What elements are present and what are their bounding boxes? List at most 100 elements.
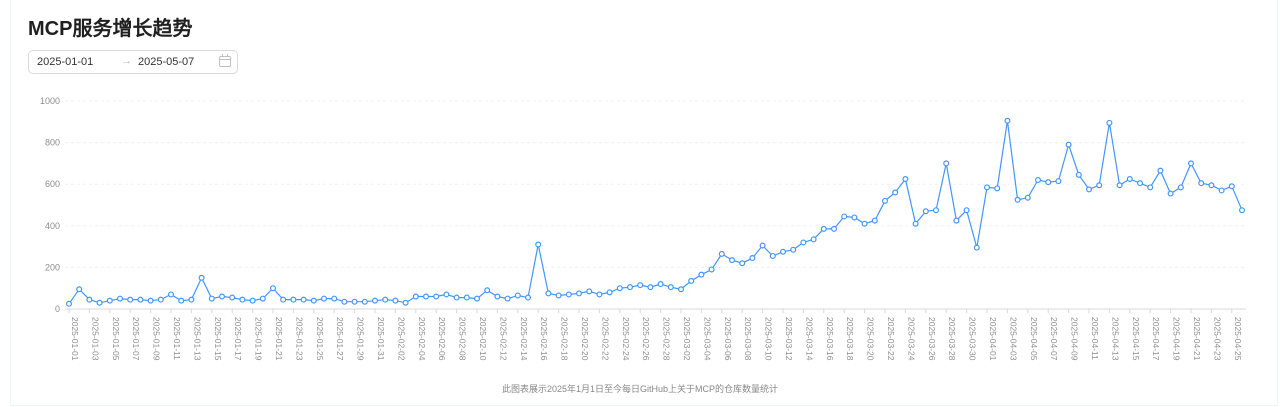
x-tick-label: 2025-02-20 (580, 317, 590, 361)
data-point (504, 295, 511, 302)
x-tick-label: 2025-03-10 (764, 317, 774, 361)
data-point (1065, 141, 1072, 148)
x-tick-label: 2025-02-26 (641, 317, 651, 361)
data-point (300, 296, 307, 303)
x-tick-label: 2025-03-30 (968, 317, 978, 361)
data-point (555, 292, 562, 299)
y-tick-label: 800 (45, 138, 60, 148)
data-point (280, 296, 287, 303)
x-tick-label: 2025-01-03 (90, 317, 100, 361)
x-tick-label: 2025-04-09 (1070, 317, 1080, 361)
data-point (1106, 119, 1113, 126)
data-point (779, 248, 786, 255)
data-point (963, 207, 970, 214)
x-tick-label: 2025-03-12 (784, 317, 794, 361)
y-tick-label: 0 (55, 304, 60, 314)
data-point (1075, 171, 1082, 178)
x-tick-label: 2025-02-22 (600, 317, 610, 361)
data-point (749, 255, 756, 262)
data-point (871, 217, 878, 224)
x-tick-label: 2025-01-13 (192, 317, 202, 361)
data-point (698, 271, 705, 278)
data-point (361, 298, 368, 305)
data-point (1218, 187, 1225, 194)
x-tick-label: 2025-04-23 (1212, 317, 1222, 361)
x-tick-label: 2025-01-11 (172, 317, 182, 360)
data-point (208, 295, 215, 302)
data-point (851, 214, 858, 221)
data-point (423, 293, 430, 300)
start-date-input[interactable]: 2025-01-01 (37, 56, 94, 68)
end-date-input[interactable]: 2025-05-07 (138, 56, 195, 68)
data-point (912, 220, 919, 227)
data-point (718, 250, 725, 257)
data-point (1096, 182, 1103, 189)
x-tick-label: 2025-02-04 (417, 317, 427, 361)
x-tick-label: 2025-02-16 (539, 317, 549, 361)
data-point (86, 296, 93, 303)
calendar-icon[interactable] (219, 54, 231, 67)
data-point (1014, 196, 1021, 203)
x-tick-label: 2025-01-01 (70, 317, 80, 361)
data-point (841, 213, 848, 220)
data-point (820, 225, 827, 232)
x-tick-label: 2025-04-01 (988, 317, 998, 361)
x-tick-label: 2025-03-28 (947, 317, 957, 361)
data-point (861, 220, 868, 227)
data-point (474, 295, 481, 302)
x-tick-label: 2025-04-19 (1172, 317, 1182, 361)
data-point (127, 296, 134, 303)
chart-card (10, 0, 1278, 406)
data-point (983, 184, 990, 191)
data-point (647, 284, 654, 291)
x-tick-label: 2025-03-02 (682, 317, 692, 361)
data-point (688, 277, 695, 284)
data-point (116, 295, 123, 302)
data-point (586, 288, 593, 295)
x-tick-label: 2025-03-18 (845, 317, 855, 361)
data-point (1228, 183, 1235, 190)
y-tick-label: 200 (45, 262, 60, 272)
data-point (677, 286, 684, 293)
data-point (943, 160, 950, 167)
y-tick-label: 600 (45, 179, 60, 189)
data-point (953, 217, 960, 224)
x-tick-label: 2025-04-21 (1192, 317, 1202, 361)
data-point (168, 291, 175, 298)
data-point (433, 293, 440, 300)
x-tick-label: 2025-01-25 (315, 317, 325, 361)
date-range-picker[interactable]: 2025-01-01 → 2025-05-07 (28, 50, 238, 74)
data-point (902, 176, 909, 183)
data-point (932, 207, 939, 214)
data-point (616, 285, 623, 292)
x-tick-label: 2025-01-05 (111, 317, 121, 361)
data-point (341, 298, 348, 305)
page-title: MCP服务增长趋势 (28, 18, 193, 40)
data-point (606, 289, 613, 296)
data-point (239, 296, 246, 303)
data-point (657, 281, 664, 288)
x-tick-label: 2025-02-12 (498, 317, 508, 361)
x-tick-label: 2025-04-07 (1049, 317, 1059, 361)
data-point (1004, 117, 1011, 124)
data-point (667, 284, 674, 291)
data-point (1126, 176, 1133, 183)
data-point (769, 252, 776, 259)
x-tick-label: 2025-01-27 (335, 317, 345, 361)
data-point (575, 290, 582, 297)
data-point (147, 297, 154, 304)
data-point (973, 244, 980, 251)
line-chart: 0 200 400 600 800 1000 2025-01-01 2025-01-03 202… (40, 96, 1246, 361)
data-point (219, 293, 226, 300)
x-tick-label: 2025-02-08 (458, 317, 468, 361)
range-arrow-icon: → (121, 55, 132, 67)
x-tick-label: 2025-04-17 (1151, 317, 1161, 361)
x-tick-label: 2025-03-14 (804, 317, 814, 361)
x-tick-label: 2025-04-13 (1110, 317, 1120, 361)
data-point (290, 296, 297, 303)
x-tick-label: 2025-01-19 (254, 317, 264, 361)
data-point (494, 293, 501, 300)
data-point (1024, 194, 1031, 201)
x-tick-label: 2025-03-04 (702, 317, 712, 361)
data-point (830, 225, 837, 232)
